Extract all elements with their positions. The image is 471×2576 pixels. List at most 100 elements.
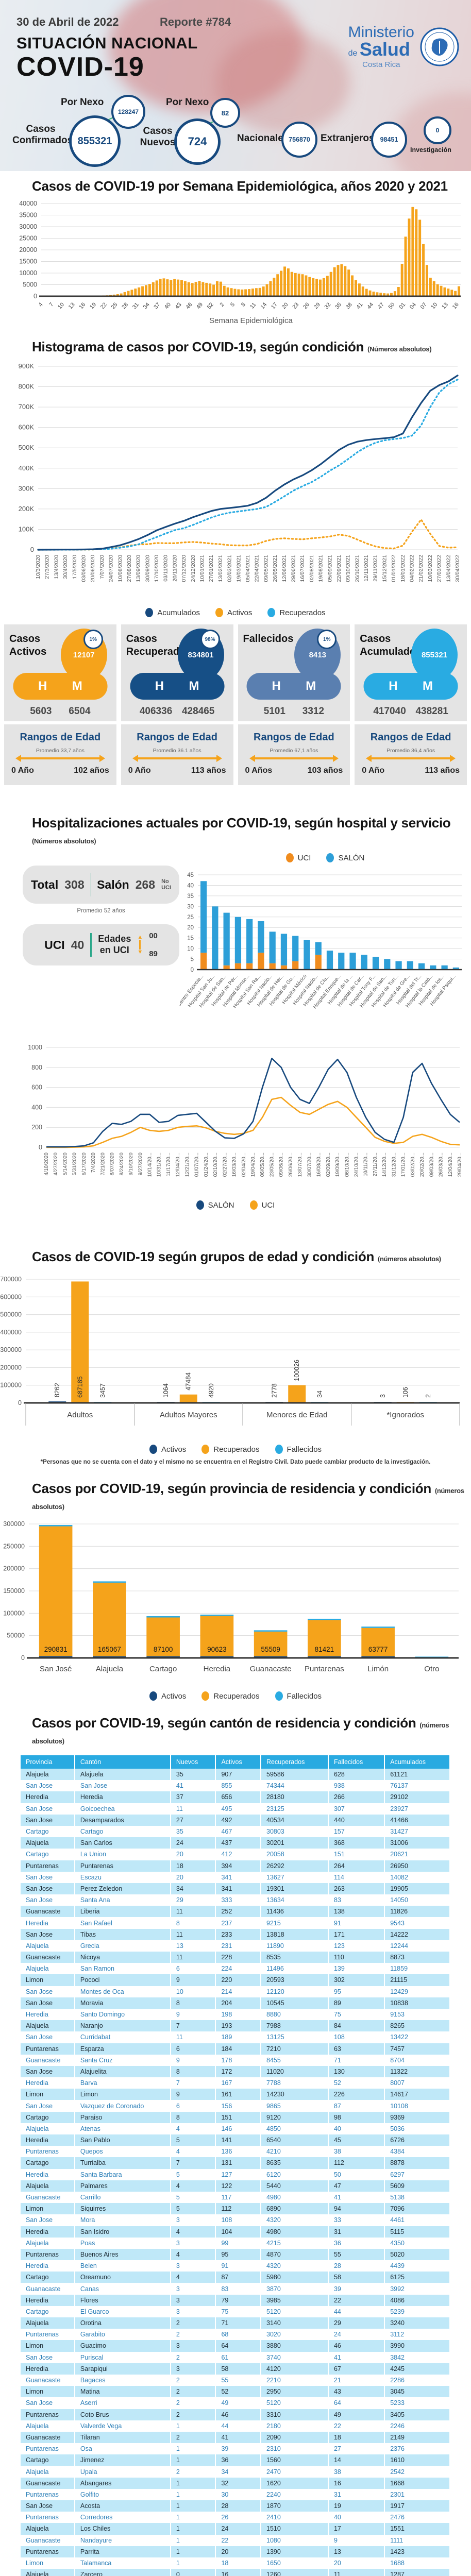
bar [297,274,300,296]
table-cell: 220 [216,1974,261,1986]
table-cell: 5 [171,2203,216,2215]
table-cell: 141 [216,2134,261,2146]
svg-text:16: 16 [78,301,87,310]
table-cell: 1 [171,2443,216,2455]
nacionales-label: Nacionales [237,133,289,144]
svg-text:04/02/2022: 04/02/2022 [409,555,415,582]
table-cell: 74344 [261,1780,329,1792]
histogram-title: Histograma de casos por COVID-19, según … [32,339,364,354]
table-cell: 16 [328,2477,385,2489]
por-nexo-nuevos-label: Por Nexo [166,97,209,108]
table-cell: 7096 [385,2203,450,2215]
card-age-range: Rangos de Edad Promedio 33,7 años 0 Año 102… [4,724,116,785]
table-cell: 110 [328,1952,385,1963]
table-row: Limon Pococi 9 220 20593 302 21115 [21,1974,450,1986]
table-cell: Mora [75,2214,171,2226]
h-value: 417040 [373,706,406,717]
bar-salon [441,965,448,970]
table-cell: 3990 [385,2340,450,2352]
table-cell: Heredia [21,2168,75,2180]
svg-text:10/03/2022: 10/03/2022 [427,555,433,582]
table-cell: 5233 [385,2397,450,2409]
table-cell: 5120 [261,2397,329,2409]
svg-text:03/02/20...: 03/02/20... [410,1153,416,1177]
table-cell: 131 [216,2157,261,2169]
svg-text:150000: 150000 [3,1587,25,1595]
table-row: Alajuela Upala 2 34 2470 38 2542 [21,2466,450,2478]
table-cell: Alajuela [21,2317,75,2329]
table-cell: 108 [328,2031,385,2043]
svg-text:26/05/2021: 26/05/2021 [272,555,278,582]
svg-text:Menores de Edad: Menores de Edad [266,1411,327,1419]
table-cell: 21 [328,2374,385,2386]
table-cell: San Jose [21,2351,75,2363]
bar [159,279,162,296]
legend-item: SALÓN [196,1200,234,1210]
condition-histogram-section: Histograma de casos por COVID-19, según … [0,339,471,617]
svg-text:16/03/20...: 16/03/20... [232,1153,238,1177]
table-cell: 84 [328,2020,385,2032]
hospitalizations-section: Hospitalizaciones actuales por COVID-19,… [0,815,471,1210]
table-cell: 52 [328,2077,385,2089]
m-label: M [423,679,433,693]
rangos-title: Rangos de Edad [20,732,101,743]
table-cell: Guanacaste [21,2374,75,2386]
bar [258,287,261,296]
table-cell: Paraiso [75,2111,171,2123]
table-cell: Puntarenas [21,2409,75,2420]
table-cell: 1688 [385,2557,450,2569]
table-cell: 3 [171,2214,216,2226]
x-axis-title: Semana Epidemiológica [209,316,293,325]
svg-text:19/08/2021: 19/08/2021 [318,555,324,582]
table-cell: Puntarenas [21,2146,75,2158]
svg-text:800: 800 [31,1064,42,1071]
table-cell: Guanacaste [21,2054,75,2066]
svg-text:25: 25 [187,914,194,921]
svg-text:40: 40 [163,301,172,310]
hosp-salon-value: 268 [135,877,156,891]
bar [244,289,247,296]
bar [162,278,165,296]
table-cell: 1560 [261,2454,329,2466]
table-cell: 21115 [385,1974,450,1986]
table-cell: 333 [216,1894,261,1906]
legend-item: Recuperados [201,1691,260,1701]
legend-dot-icon [149,1691,157,1701]
bar-recuperados [39,1526,73,1656]
table-cell: Alajuela [21,1963,75,1975]
bar [429,278,432,296]
table-cell: 13125 [261,2031,329,2043]
table-cell: 63 [328,2043,385,2055]
svg-text:2778: 2778 [271,1383,278,1398]
table-cell: Cartago [21,2272,75,2283]
casos-confirmados-label: Casos Confirmados [12,124,73,146]
svg-text:100000: 100000 [3,1609,25,1617]
hospital-bars [200,881,459,970]
table-cell: Barva [75,2077,171,2089]
bar [112,294,115,296]
table-cell: 14222 [385,1928,450,1940]
table-row: Puntarenas Osa 1 39 2310 27 2376 [21,2443,450,2455]
bar-salon [452,967,459,970]
table-cell: 11 [171,1928,216,1940]
legend-dot-icon [249,1200,258,1210]
table-cell: 123 [328,1940,385,1952]
svg-text:28: 28 [121,301,129,310]
bar-salon [395,961,402,970]
svg-text:41: 41 [356,301,364,310]
table-row: Guanacaste Santa Cruz 9 178 8455 71 8704 [21,2054,450,2066]
table-cell: 178 [216,2054,261,2066]
table-cell: 23125 [261,1803,329,1815]
table-cell: San Jose [21,2031,75,2043]
table-row: Alajuela Zarcero 0 16 1260 11 1287 [21,2569,450,2576]
svg-text:15000: 15000 [19,258,37,265]
bar [347,269,350,296]
uci-edad-min: 00 [149,931,158,940]
svg-text:400: 400 [31,1104,42,1111]
table-cell: Abangares [75,2477,171,2489]
bar [205,282,208,296]
table-cell: San Jose [75,1780,171,1792]
table-cell: Desamparados [75,1814,171,1826]
investigacion-value: 0 [424,116,451,144]
table-cell: San Pablo [75,2134,171,2146]
